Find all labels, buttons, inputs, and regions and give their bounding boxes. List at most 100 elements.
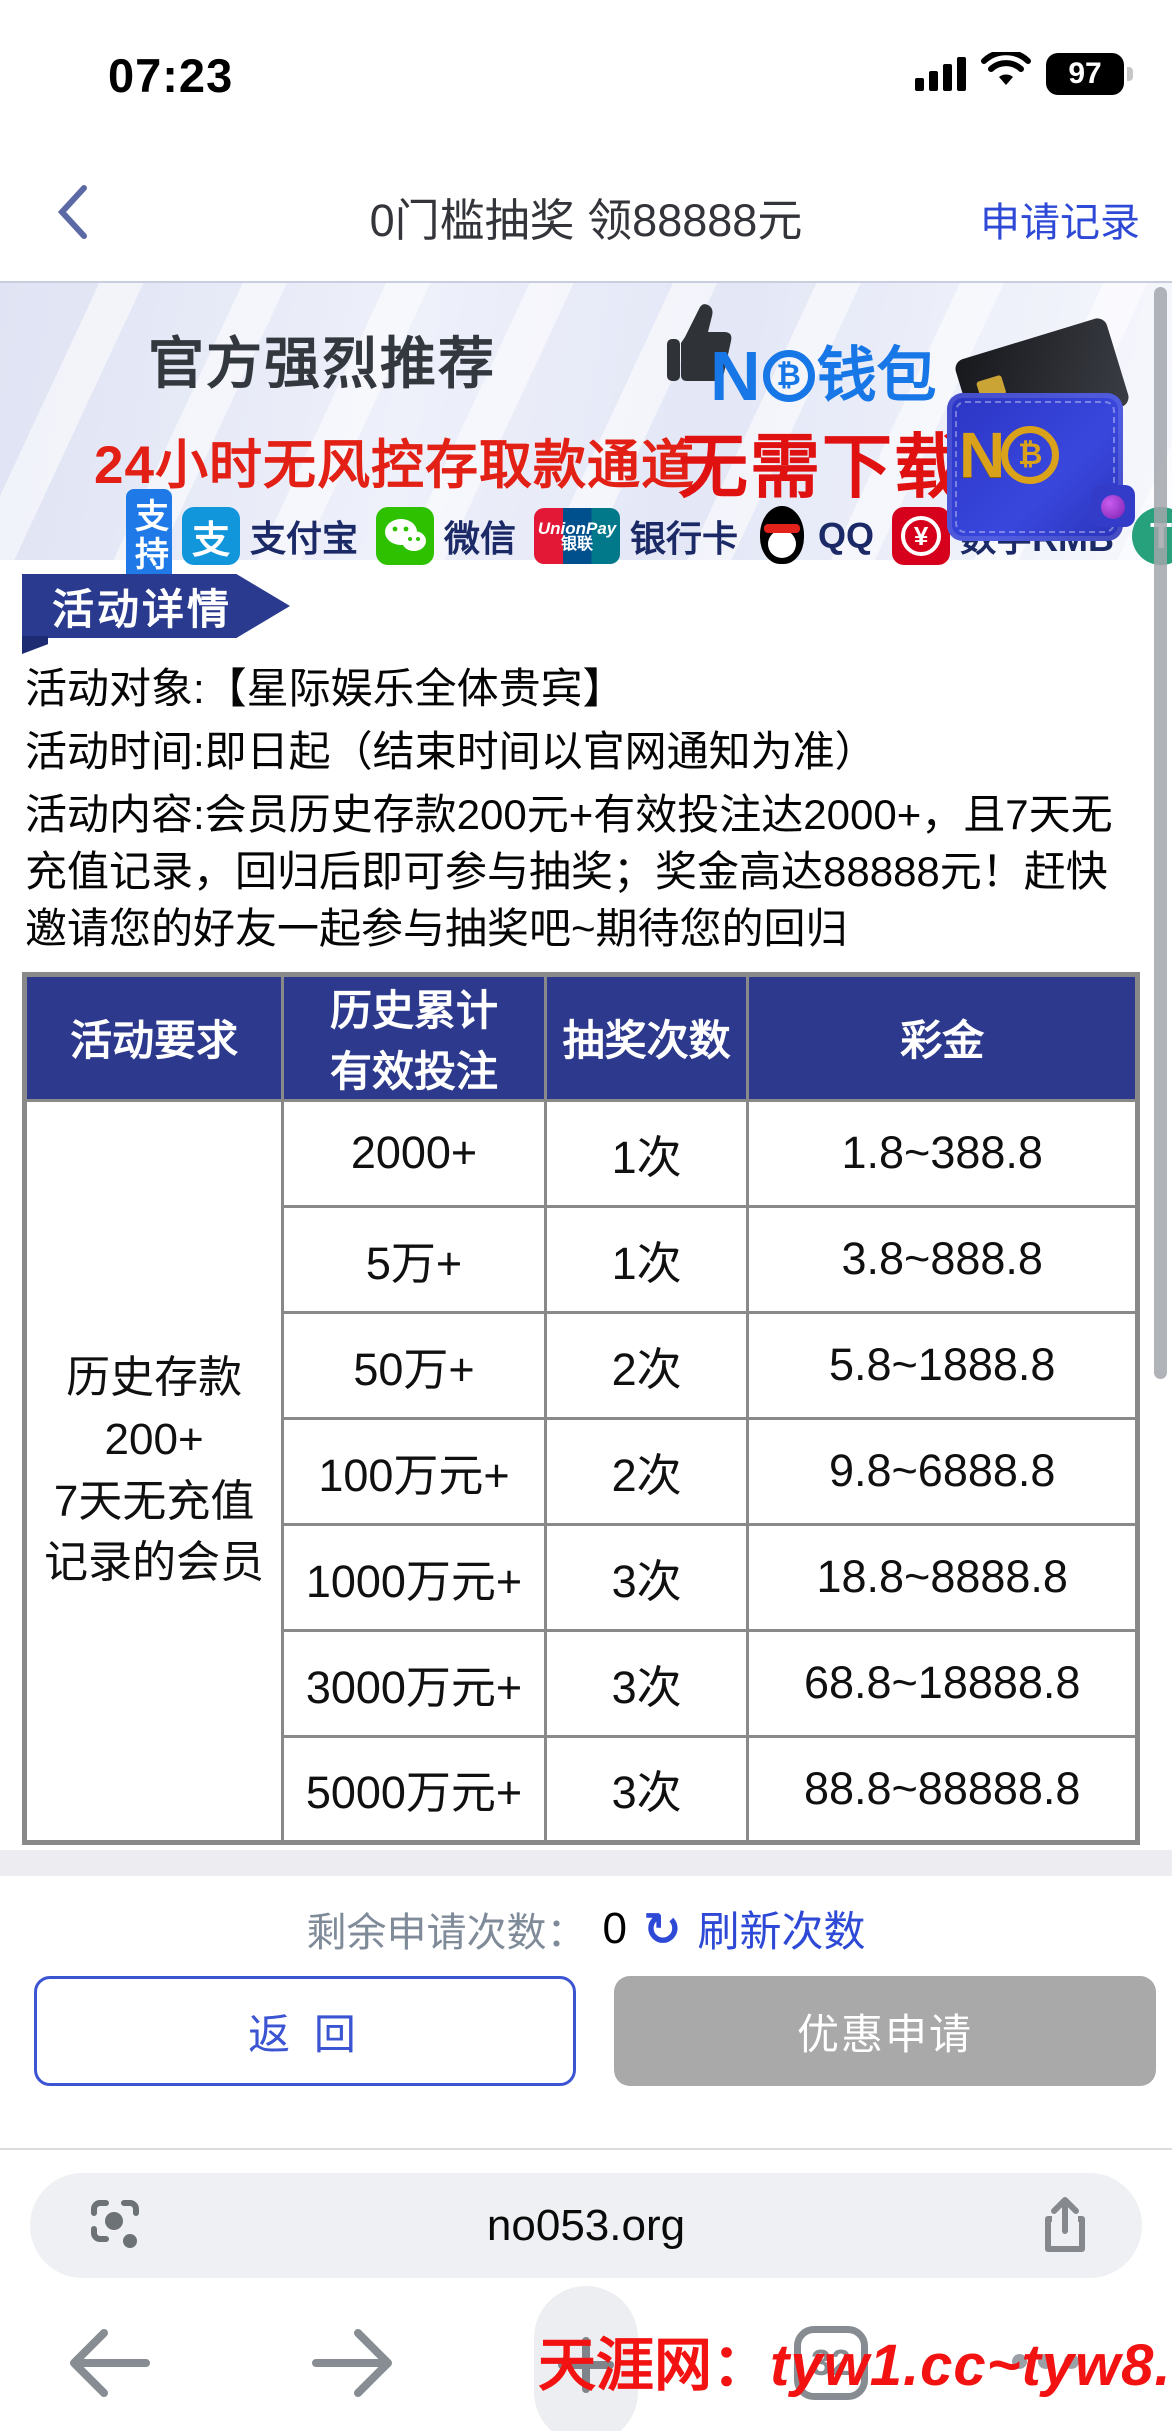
bet-cell: 1000万元+ — [281, 1522, 547, 1632]
page-title: 0门槛抽奖 领88888元 — [369, 195, 803, 246]
promo-table: 活动要求 历史累计 有效投注 抽奖次数 彩金 历史存款 200+ 7天无充值 记… — [22, 971, 1140, 1845]
activity-content-line: 活动内容:会员历史存款200元+有效投注达2000+，且7天无充值记录，回归后即… — [25, 791, 1113, 953]
unionpay-wordmark: UnionPay — [537, 518, 617, 538]
new-tab-button[interactable] — [534, 2286, 638, 2431]
refresh-link[interactable]: 刷新次数 — [697, 1908, 866, 1955]
remaining-label: 剩余申请次数： — [306, 1910, 587, 1955]
bet-cell: 3000万元+ — [281, 1628, 547, 1738]
bankcard-label: 银行卡 — [630, 518, 739, 559]
qq-penguin-icon — [756, 506, 808, 566]
header-bet: 历史累计 有效投注 — [281, 972, 547, 1102]
apply-promo-button[interactable]: 优惠申请 — [614, 1976, 1156, 2086]
watermark-cn: 天涯网： — [538, 2333, 771, 2398]
brand-bitcoin-icon: ₿ — [762, 350, 815, 402]
return-button[interactable]: 返 回 — [34, 1976, 576, 2086]
table-row: 1000万元+ 3次 18.8~8888.8 — [25, 1522, 1139, 1632]
application-records-link[interactable]: 申请记录 — [980, 201, 1140, 245]
bet-cell: 50万+ — [281, 1310, 547, 1420]
alipay-label: 支付宝 — [250, 518, 359, 559]
prize-cell: 9.8~6888.8 — [746, 1416, 1139, 1526]
lens-camera-icon[interactable] — [88, 2197, 142, 2256]
wifi-icon — [980, 49, 1032, 95]
table-row: 3000万元+ 3次 68.8~18888.8 — [25, 1628, 1139, 1738]
requirement-line: 200+ — [104, 1414, 204, 1464]
header-bet-line2: 有效投注 — [330, 1047, 499, 1095]
bet-cell: 2000+ — [281, 1098, 547, 1208]
banner-slogan-official: 官方强烈推荐 — [148, 332, 496, 395]
scrollbar-thumb[interactable] — [1154, 287, 1167, 1379]
activity-time-line: 活动时间:即日起（结束时间以官网通知为准） — [25, 728, 877, 776]
status-bar: 07:23 97 — [0, 0, 1172, 140]
times-cell: 3次 — [543, 1522, 750, 1632]
wechat-label: 微信 — [444, 518, 517, 559]
browser-back-icon[interactable] — [62, 2318, 154, 2413]
requirement-cell: 历史存款 200+ 7天无充值 记录的会员 — [22, 1098, 285, 1844]
alipay-icon: 支 — [182, 507, 240, 565]
wallet-ad-banner[interactable]: 官方强烈推荐 N ₿ 钱包 24小时无风控存取款通道 无需下载 支持 支 支付宝 — [0, 281, 1172, 583]
times-cell: 3次 — [543, 1628, 750, 1738]
prize-cell: 68.8~18888.8 — [746, 1628, 1139, 1738]
times-cell: 2次 — [543, 1416, 750, 1526]
unionpay-cn: 银联 — [561, 535, 594, 553]
times-cell: 2次 — [543, 1310, 750, 1420]
remaining-counts-row: 剩余申请次数： 0 ↻ 刷新次数 — [0, 1898, 1172, 1959]
no-wallet-brand: N ₿ 钱包 — [710, 341, 937, 411]
browser-forward-icon[interactable] — [308, 2318, 400, 2413]
support-vertical-badge: 支持 — [126, 489, 172, 583]
back-chevron-icon[interactable] — [52, 182, 92, 242]
bet-cell: 5万+ — [281, 1204, 547, 1314]
nav-bar: 0门槛抽奖 领88888元 申请记录 — [0, 140, 1172, 281]
activity-details-badge-label: 活动详情 — [52, 585, 233, 633]
brand-suffix: 钱包 — [816, 342, 937, 409]
table-row: 历史存款 200+ 7天无充值 记录的会员 2000+ 1次 1.8~388.8 — [22, 1098, 1139, 1844]
digital-rmb-yen: ¥ — [901, 516, 942, 556]
requirement-line: 记录的会员 — [44, 1538, 265, 1588]
times-cell: 1次 — [543, 1204, 750, 1314]
table-row: 50万+ 2次 5.8~1888.8 — [25, 1310, 1139, 1420]
more-menu-icon[interactable] — [1012, 2354, 1079, 2369]
wechat-icon — [376, 507, 435, 565]
action-sheet: 剩余申请次数： 0 ↻ 刷新次数 返 回 优惠申请 — [0, 1876, 1172, 2148]
remaining-value: 0 — [602, 1903, 627, 1953]
prize-cell: 5.8~1888.8 — [746, 1310, 1139, 1420]
prize-cell: 18.8~8888.8 — [746, 1522, 1139, 1632]
digital-rmb-icon: ¥ — [892, 507, 951, 565]
activity-target-line: 活动对象:【星际娱乐全体贵宾】 — [25, 665, 625, 712]
activity-details-badge: 活动详情 — [22, 574, 290, 638]
qq-label: QQ — [818, 515, 875, 556]
banner-slogan-nodownload: 无需下载 — [678, 428, 966, 506]
bet-cell: 100万元+ — [281, 1416, 547, 1526]
url-bar[interactable]: no053.org — [30, 2173, 1142, 2278]
wallet-body: N ₿ — [947, 393, 1135, 541]
clock: 07:23 — [108, 49, 234, 102]
header-requirement: 活动要求 — [22, 972, 285, 1102]
table-row: 5000万元+ 3次 88.8~88888.8 — [25, 1734, 1139, 1844]
wallet-logo-n: N — [959, 419, 1006, 491]
times-cell: 3次 — [543, 1734, 750, 1844]
battery-icon: 97 — [1046, 52, 1133, 95]
header-prize: 彩金 — [746, 972, 1139, 1102]
watermark-latin: tyw1.cc~tyw8.cc — [770, 2333, 1172, 2398]
thumbs-up-icon — [655, 301, 735, 390]
wallet-logo-bitcoin: ₿ — [1001, 426, 1060, 484]
refresh-icon[interactable]: ↻ — [642, 1902, 682, 1955]
sheet-top-band — [0, 1850, 1172, 1876]
url-text: no053.org — [486, 2201, 686, 2250]
wallet-graphic: N ₿ — [945, 315, 1135, 547]
share-icon[interactable] — [1040, 2195, 1090, 2260]
badge-fold — [22, 636, 48, 654]
requirement-line: 历史存款 — [66, 1353, 243, 1403]
times-cell: 1次 — [543, 1098, 750, 1208]
table-row: 5万+ 1次 3.8~888.8 — [25, 1204, 1139, 1314]
watermark-text: 天涯网：tyw1.cc~tyw8.cc — [538, 2318, 1172, 2402]
header-times: 抽奖次数 — [543, 972, 750, 1102]
brand-n: N — [710, 337, 761, 415]
divider — [0, 2148, 1172, 2150]
promo-content: 官方强烈推荐 N ₿ 钱包 24小时无风控存取款通道 无需下载 支持 支 支付宝 — [0, 281, 1172, 1850]
browser-chrome: no053.org 32 — [0, 2150, 1172, 2431]
tab-switcher-button[interactable]: 32 — [794, 2326, 868, 2400]
payment-methods-row: 支持 支 支付宝 微信 UnionPay 银联 银行卡 — [126, 489, 1172, 583]
cellular-signal-icon — [915, 56, 966, 91]
banner-slogan-channel: 24小时无风控存取款通道 — [94, 436, 695, 495]
